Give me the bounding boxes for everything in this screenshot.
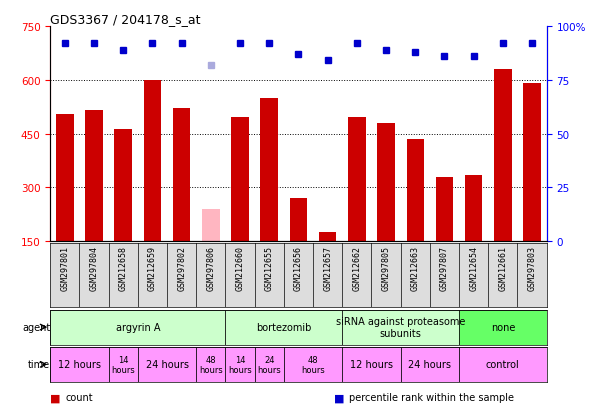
Text: 24 hours: 24 hours bbox=[145, 359, 189, 370]
Text: 14
hours: 14 hours bbox=[228, 355, 252, 374]
Text: GSM297805: GSM297805 bbox=[382, 246, 391, 290]
Bar bbox=[196, 347, 225, 382]
Bar bbox=[173, 109, 190, 242]
Text: GSM297803: GSM297803 bbox=[528, 246, 537, 290]
Text: none: none bbox=[491, 322, 515, 332]
Text: GSM212656: GSM212656 bbox=[294, 246, 303, 290]
Text: siRNA against proteasome
subunits: siRNA against proteasome subunits bbox=[336, 316, 465, 338]
Bar bbox=[225, 310, 342, 345]
Text: 24 hours: 24 hours bbox=[408, 359, 452, 370]
Bar bbox=[494, 70, 512, 242]
Text: GSM212654: GSM212654 bbox=[469, 246, 478, 290]
Bar bbox=[459, 310, 547, 345]
Bar bbox=[319, 233, 336, 242]
Text: GSM212659: GSM212659 bbox=[148, 246, 157, 290]
Bar bbox=[401, 347, 459, 382]
Text: GSM212663: GSM212663 bbox=[411, 246, 420, 290]
Text: GSM297802: GSM297802 bbox=[177, 246, 186, 290]
Text: 48
hours: 48 hours bbox=[199, 355, 223, 374]
Text: control: control bbox=[486, 359, 519, 370]
Text: GSM212662: GSM212662 bbox=[352, 246, 361, 290]
Text: GSM297807: GSM297807 bbox=[440, 246, 449, 290]
Bar bbox=[459, 347, 547, 382]
Text: argyrin A: argyrin A bbox=[116, 322, 160, 332]
Bar bbox=[342, 310, 459, 345]
Text: 24
hours: 24 hours bbox=[257, 355, 281, 374]
Text: GSM212661: GSM212661 bbox=[498, 246, 507, 290]
Bar bbox=[56, 114, 74, 242]
Text: GSM297804: GSM297804 bbox=[90, 246, 99, 290]
Text: GSM212657: GSM212657 bbox=[323, 246, 332, 290]
Text: 12 hours: 12 hours bbox=[58, 359, 101, 370]
Text: 14
hours: 14 hours bbox=[111, 355, 135, 374]
Text: agent: agent bbox=[22, 322, 50, 332]
Bar bbox=[348, 118, 366, 242]
Bar bbox=[523, 84, 541, 242]
Bar bbox=[225, 347, 255, 382]
Text: GSM212660: GSM212660 bbox=[236, 246, 245, 290]
Text: GSM297806: GSM297806 bbox=[206, 246, 215, 290]
Text: bortezomib: bortezomib bbox=[256, 322, 311, 332]
Bar bbox=[407, 140, 424, 242]
Bar bbox=[85, 111, 103, 242]
Bar bbox=[144, 81, 161, 242]
Bar bbox=[138, 347, 196, 382]
Bar bbox=[261, 98, 278, 242]
Text: time: time bbox=[28, 359, 50, 370]
Text: GSM297801: GSM297801 bbox=[60, 246, 69, 290]
Bar bbox=[202, 209, 220, 242]
Bar bbox=[50, 310, 225, 345]
Bar bbox=[465, 176, 482, 242]
Bar bbox=[50, 347, 109, 382]
Text: ■: ■ bbox=[334, 392, 345, 403]
Text: percentile rank within the sample: percentile rank within the sample bbox=[349, 392, 514, 403]
Text: 48
hours: 48 hours bbox=[301, 355, 325, 374]
Text: count: count bbox=[65, 392, 93, 403]
Bar bbox=[231, 118, 249, 242]
Bar bbox=[109, 347, 138, 382]
Bar bbox=[342, 347, 401, 382]
Text: GDS3367 / 204178_s_at: GDS3367 / 204178_s_at bbox=[50, 13, 201, 26]
Text: 12 hours: 12 hours bbox=[350, 359, 393, 370]
Bar bbox=[436, 177, 453, 242]
Bar bbox=[284, 347, 342, 382]
Text: GSM212655: GSM212655 bbox=[265, 246, 274, 290]
Bar bbox=[115, 130, 132, 242]
Bar bbox=[377, 123, 395, 242]
Text: ■: ■ bbox=[50, 392, 61, 403]
Text: GSM212658: GSM212658 bbox=[119, 246, 128, 290]
Bar bbox=[255, 347, 284, 382]
Bar bbox=[290, 199, 307, 242]
